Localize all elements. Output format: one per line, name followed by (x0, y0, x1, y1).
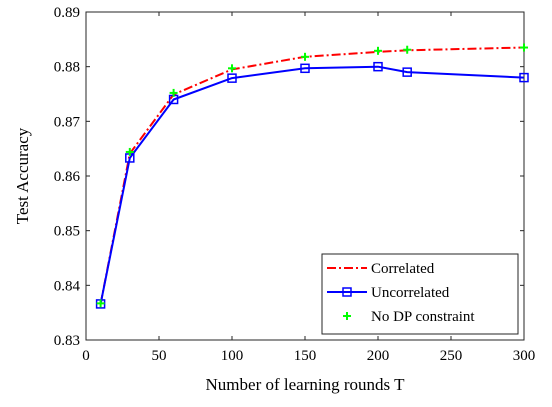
legend: Correlated Uncorrelated No DP constraint (321, 253, 519, 335)
y-tick-label: 0.88 (54, 60, 80, 76)
legend-label: Correlated (371, 261, 435, 277)
y-tick-label: 0.83 (54, 333, 80, 349)
x-tick-label: 300 (513, 348, 536, 364)
y-tick-label: 0.84 (54, 278, 81, 294)
data-point-no-dp-constraint (403, 45, 412, 54)
data-point-uncorrelated (402, 67, 412, 77)
series-correlated (99, 46, 525, 305)
data-point-uncorrelated (227, 73, 237, 83)
y-axis-title: Test Accuracy (13, 127, 32, 224)
x-axis-title: Number of learning rounds T (206, 375, 406, 394)
legend-label: Uncorrelated (371, 285, 450, 301)
legend-box (321, 253, 519, 335)
data-point-no-dp-constraint (301, 52, 309, 61)
data-point-no-dp-constraint (374, 46, 382, 55)
legend-swatch-marker (343, 312, 351, 320)
data-point-no-dp-constraint (125, 147, 134, 156)
legend-entry-uncorrelated: Uncorrelated (327, 285, 450, 301)
series-line-uncorrelated (99, 65, 525, 305)
series-line-correlated (99, 46, 525, 305)
series-layer (95, 43, 529, 309)
y-tick-label: 0.87 (54, 114, 81, 130)
legend-entry-correlated: Correlated (327, 261, 435, 277)
x-tick-label: 0 (82, 348, 90, 364)
data-point-uncorrelated (519, 72, 529, 83)
series-no-dp-constraint (96, 43, 528, 308)
legend-entry-no-dp-constraint: No DP constraint (343, 309, 475, 325)
y-tick-label: 0.86 (54, 169, 81, 185)
data-point-uncorrelated (373, 61, 383, 72)
axis-ticks: 0 50 100 150 200 250 300 0.83 0.84 0.85 0.86 0.87 0.… (54, 5, 536, 364)
x-tick-label: 100 (221, 348, 244, 364)
data-point-no-dp-constraint (96, 299, 105, 308)
data-point-no-dp-constraint (169, 88, 178, 97)
data-point-no-dp-constraint (520, 43, 528, 52)
legend-label: No DP constraint (371, 309, 475, 325)
x-tick-label: 250 (440, 348, 463, 364)
x-tick-label: 150 (294, 348, 317, 364)
y-tick-label: 0.85 (54, 224, 80, 240)
data-point-uncorrelated (300, 63, 310, 74)
x-tick-label: 50 (152, 348, 167, 364)
data-point-no-dp-constraint (228, 64, 236, 73)
legend-swatch-marker (342, 287, 352, 297)
y-tick-label: 0.89 (54, 5, 80, 21)
x-tick-label: 200 (367, 348, 390, 364)
